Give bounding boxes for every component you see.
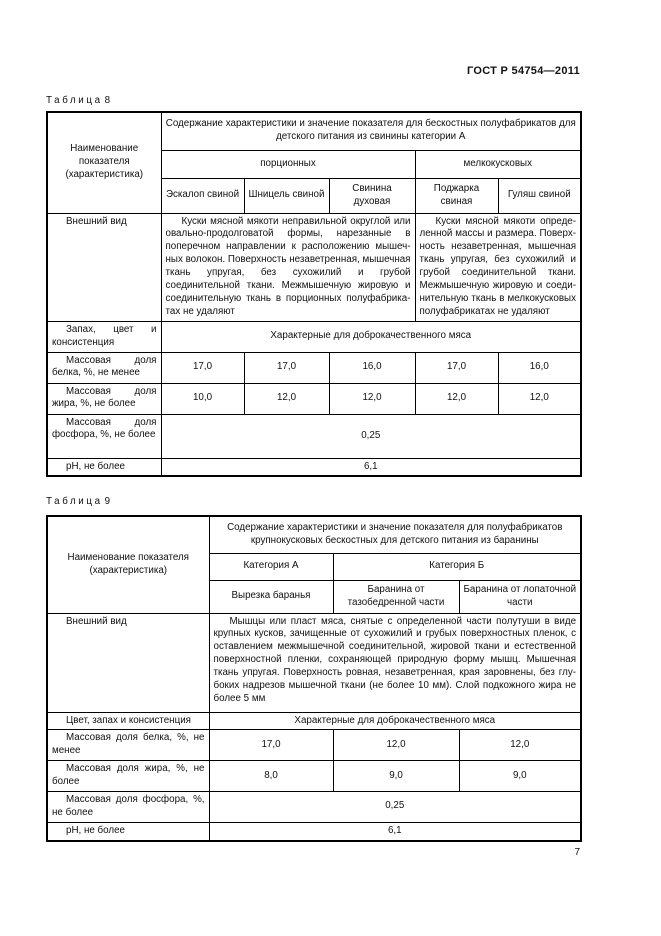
table8-caption: Таблица 8 <box>46 95 110 106</box>
table8-name-header-cell: Наименование показателя (характеристика) <box>46 111 162 214</box>
table9-caption-number: 9 <box>104 496 111 507</box>
fat-value: 12,0 <box>328 382 416 415</box>
phosphorus-value: 0,25 <box>160 413 582 459</box>
table9-category-a: Категория А <box>208 552 334 581</box>
table8-caption-word: Таблица <box>46 95 103 106</box>
doc-code: ГОСТ Р 54754—2011 <box>466 65 580 77</box>
table9-span-header-cell: Содержание характеристики и значение пок… <box>208 515 582 554</box>
table9-container: Наименование показателя (характеристика)… <box>46 515 583 842</box>
ph-value: 6,1 <box>160 457 582 477</box>
table8-col-svinina: Свинина духовая <box>328 177 416 214</box>
row-label-appearance: Внешний вид <box>46 212 162 322</box>
page-number: 7 <box>574 847 580 858</box>
row-label-fat: Массовая доля жира, %, не более <box>46 760 210 793</box>
fat-value: 12,0 <box>243 382 330 415</box>
table9-category-b: Категория Б <box>332 552 582 581</box>
table8-row-appearance: Внешний вид Куски мясной мякоти неправил… <box>46 212 582 322</box>
table9-row-protein: Массовая доля белка, %, не менее 17,0 12… <box>46 729 582 762</box>
table8-container: Наименование показателя (характеристика)… <box>46 111 583 478</box>
protein-value: 17,0 <box>243 351 330 384</box>
ph-value: 6,1 <box>208 821 582 842</box>
table9-header-row-3: Вырезка баранья Баранина от тазобедренно… <box>47 579 582 614</box>
table8-header-row-3: Эскалоп свиной Шницель свиной Свинина ду… <box>47 177 582 214</box>
row-label-phosphorus: Массовая доля фосфора, %, не более <box>46 791 210 823</box>
table8-row-ph: pH, не более 6,1 <box>46 457 582 477</box>
protein-value: 16,0 <box>328 351 416 384</box>
fat-value: 10,0 <box>160 382 245 415</box>
table9-caption-word: Таблица <box>46 496 103 507</box>
table8-caption-number: 8 <box>104 95 111 106</box>
appearance-portioned-text: Куски мясной мякоти неправильной округло… <box>160 212 416 322</box>
protein-value: 17,0 <box>160 351 245 384</box>
row-label-phosphorus: Массовая доля фосфора, %, не более <box>46 413 162 459</box>
fat-value: 9,0 <box>332 760 460 793</box>
table9-col-lopatochnaya: Баранина от лопаточной части <box>458 579 582 614</box>
table9-name-header-cell: Наименование показателя (характеристика) <box>46 515 210 614</box>
row-label-protein: Массовая доля белка, %, не менее <box>46 351 162 384</box>
table9-header-row-1: Наименование показателя (характеристика)… <box>46 515 582 614</box>
table9-caption: Таблица 9 <box>46 496 110 507</box>
table8-col-shnitsel: Шницель свиной <box>243 177 330 214</box>
table9-col-tazobedrennaya: Баранина от тазобедренной части <box>332 579 460 614</box>
protein-value: 12,0 <box>458 729 582 762</box>
phosphorus-value: 0,25 <box>208 791 582 823</box>
table9-row-ph: pH, не более 6,1 <box>46 821 582 842</box>
row-label-color: Цвет, запах и консистенция <box>46 711 210 731</box>
table8-col-gulyash: Гуляш свиной <box>497 177 582 214</box>
table8-span-header-cell: Содержание характеристики и значение пок… <box>160 111 582 151</box>
table8-col-podzharka: Поджарка свиная <box>414 177 499 214</box>
row-label-ph: pH, не более <box>46 457 162 477</box>
table8-row-fat: Массовая доля жира, %, не более 10,0 12,… <box>46 382 582 415</box>
table8-row-protein: Массовая доля белка, %, не менее 17,0 17… <box>46 351 582 384</box>
protein-value: 16,0 <box>497 351 582 384</box>
row-label-odor: Запах, цвет и консистенция <box>46 320 162 353</box>
appearance-text: Мышцы или пласт мяса, снятые с определен… <box>208 612 582 713</box>
protein-value: 12,0 <box>332 729 460 762</box>
table8-group-small-lump: мелкокусковых <box>414 149 582 179</box>
table-8: Наименование показателя (характеристика)… <box>46 111 583 478</box>
fat-value: 9,0 <box>458 760 582 793</box>
protein-value: 17,0 <box>208 729 334 762</box>
appearance-small-lump-text: Куски мясной мякоти опреде­ленной массы … <box>414 212 582 322</box>
table8-header-row-1: Наименование показателя (характеристика)… <box>46 111 582 214</box>
table9-row-fat: Массовая доля жира, %, не более 8,0 9,0 … <box>46 760 582 793</box>
fat-value: 12,0 <box>497 382 582 415</box>
table-9: Наименование показателя (характеристика)… <box>46 515 583 842</box>
table9-col-vyrezka: Вырезка баранья <box>208 579 334 614</box>
protein-value: 17,0 <box>414 351 499 384</box>
fat-value: 8,0 <box>208 760 334 793</box>
row-label-fat: Массовая доля жира, %, не более <box>46 382 162 415</box>
table8-row-phosphorus: Массовая доля фосфора, %, не более 0,25 <box>46 413 582 459</box>
table8-col-eskalop: Эскалоп свиной <box>160 177 245 214</box>
odor-value: Характерные для доброкачественного мяса <box>160 320 582 353</box>
table9-row-appearance: Внешний вид Мышцы или пласт мяса, снятые… <box>46 612 582 713</box>
row-label-ph: pH, не более <box>46 821 210 842</box>
table8-row-odor: Запах, цвет и консистенция Характерные д… <box>46 320 582 353</box>
table9-row-color: Цвет, запах и консистенция Характерные д… <box>46 711 582 731</box>
row-label-protein: Массовая доля белка, %, не менее <box>46 729 210 762</box>
table8-group-portioned: порционных <box>160 149 416 179</box>
fat-value: 12,0 <box>414 382 499 415</box>
table9-row-phosphorus: Массовая доля фосфора, %, не более 0,25 <box>46 791 582 823</box>
color-value: Характерные для доброкачественного мяса <box>208 711 582 731</box>
row-label-appearance: Внешний вид <box>46 612 210 713</box>
